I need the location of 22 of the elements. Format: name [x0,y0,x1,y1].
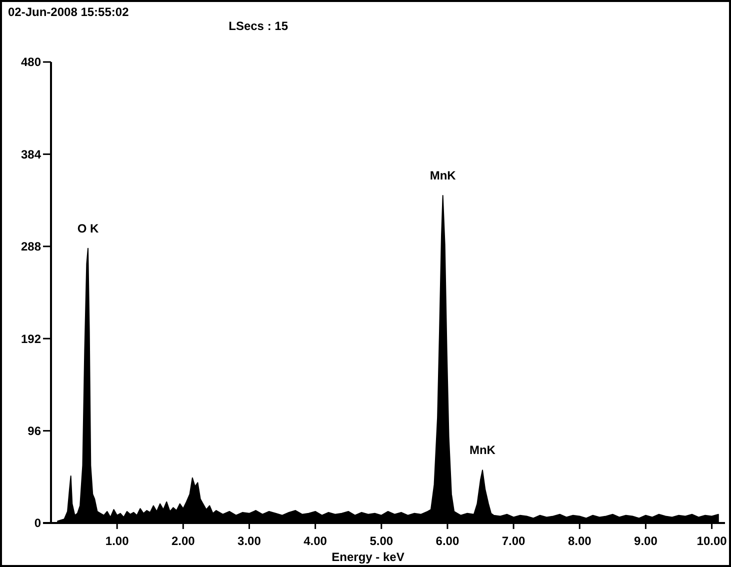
x-tick-label: 7.00 [502,534,526,548]
x-tick-label: 3.00 [238,534,262,548]
x-tick-label: 4.00 [304,534,328,548]
y-tick-label: 192 [20,332,42,346]
y-tick-label: 0 [34,516,42,530]
x-tick-label: 5.00 [370,534,394,548]
x-axis-title: Energy - keV [332,550,404,564]
annotation: MnK [430,168,456,182]
annotation: MnK [469,443,496,458]
x-tick-label: 9.00 [634,534,658,548]
y-tick-label: 288 [20,240,42,254]
x-tick-label: 10.00 [696,534,728,548]
x-tick-label: 6.00 [436,534,460,548]
annotation: O K [77,221,99,236]
x-tick-label: 1.00 [105,534,130,548]
x-tick-label: 8.00 [568,534,592,548]
chart-subtitle: LSecs : 15 [228,19,288,33]
y-tick-label: 96 [28,424,42,438]
y-tick-label: 480 [20,55,42,70]
chart-title: 02-Jun-2008 15:55:02 [8,5,130,19]
x-tick-label: 2.00 [171,534,196,548]
y-tick-label: 384 [20,147,42,162]
